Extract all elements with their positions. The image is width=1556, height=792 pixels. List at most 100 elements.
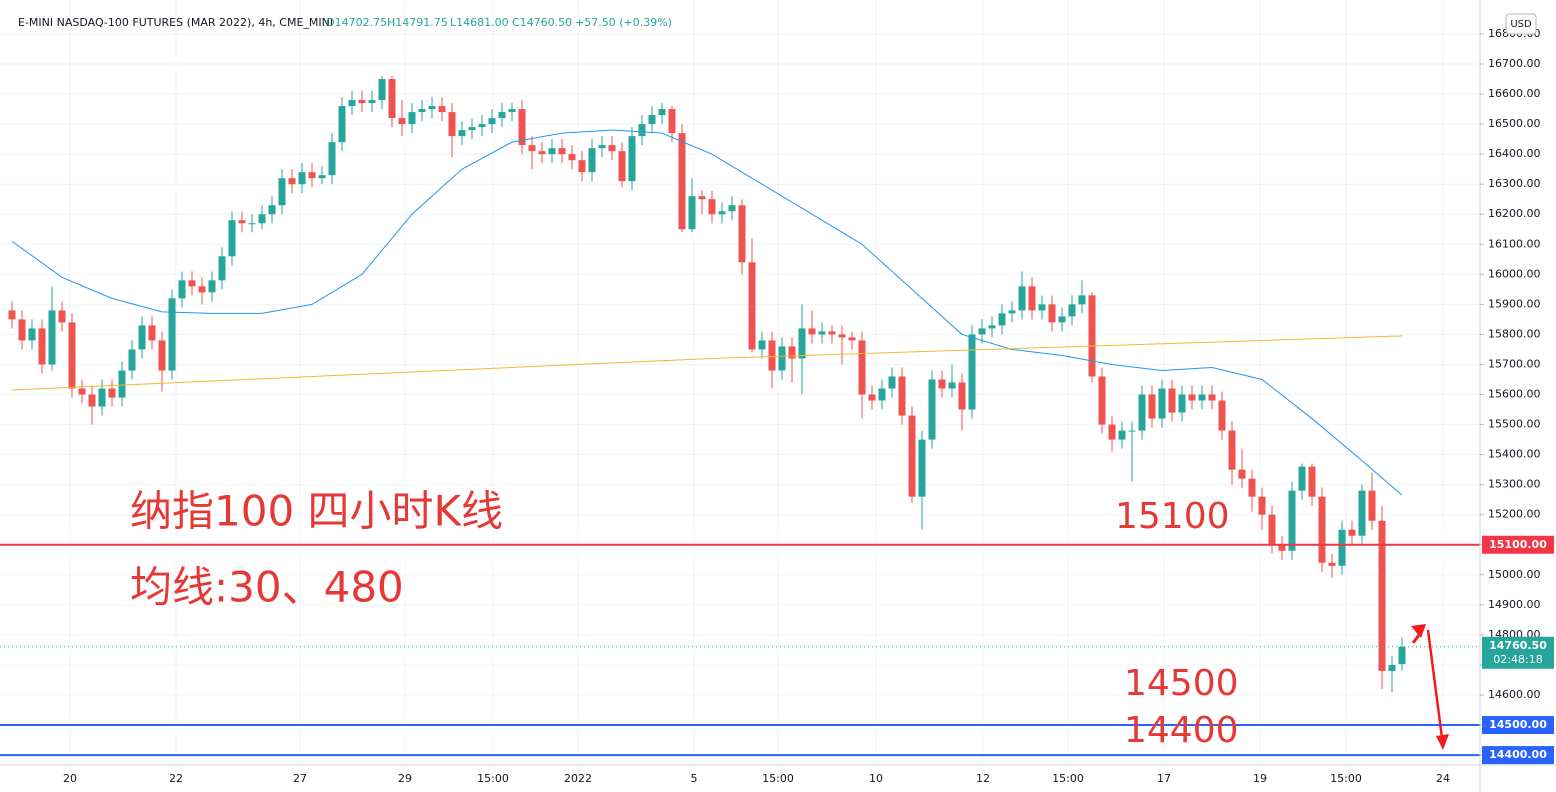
ohlc-change: +57.50 (+0.39%) — [575, 16, 672, 29]
candle-body — [538, 151, 546, 155]
axes: 14400.0014500.0014600.0014700.0014800.00… — [63, 27, 1554, 785]
candle-body — [748, 262, 756, 350]
candle-body — [1168, 388, 1176, 413]
candle-body — [1148, 394, 1156, 419]
candle-body — [1128, 430, 1136, 432]
candle-body — [18, 319, 26, 341]
x-tick-label: 15:00 — [1052, 772, 1084, 785]
candle-body — [1258, 496, 1266, 515]
candle-body — [1138, 394, 1146, 431]
price-level-tag — [1482, 535, 1554, 554]
last-price-tag — [1482, 636, 1554, 669]
candle-body — [638, 124, 646, 137]
candle-body — [1228, 430, 1236, 470]
y-tick-label: 14900.00 — [1488, 598, 1541, 611]
ohlc-close: C14760.50 — [512, 16, 572, 29]
y-tick-label: 15800.00 — [1488, 327, 1541, 340]
candle-body — [688, 196, 696, 230]
candle-body — [78, 388, 86, 395]
price-level-tag-text: 14400.00 — [1489, 748, 1547, 761]
candle-body — [928, 379, 936, 440]
candle-body — [548, 148, 556, 155]
y-tick-label: 16000.00 — [1488, 267, 1541, 280]
candle-body — [428, 106, 436, 110]
candle-body — [468, 127, 476, 131]
candle-body — [998, 313, 1006, 326]
candle-body — [248, 223, 256, 225]
candle-body — [968, 334, 976, 410]
candle-body — [838, 334, 846, 338]
candle-body — [308, 172, 316, 179]
candle-body — [1038, 304, 1046, 311]
candle-body — [948, 382, 956, 389]
candle-body — [1068, 304, 1076, 317]
candle-body — [98, 388, 106, 407]
ohlc-open: O14702.75 — [326, 16, 387, 29]
x-tick-label: 27 — [293, 772, 307, 785]
candle-body — [508, 109, 516, 113]
candle-body — [358, 100, 366, 104]
x-tick-label: 15:00 — [762, 772, 794, 785]
candle-body — [678, 133, 686, 230]
y-tick-label: 16700.00 — [1488, 57, 1541, 70]
annotation-ma: 均线:30、480 — [130, 563, 404, 612]
candle-body — [28, 328, 36, 341]
candle-body — [1118, 430, 1126, 440]
x-tick-label: 12 — [976, 772, 990, 785]
candle-body — [578, 160, 586, 173]
candle-body — [1188, 394, 1196, 401]
countdown-text: 02:48:18 — [1493, 653, 1542, 666]
candle-body — [1248, 478, 1256, 497]
candle-body — [188, 280, 196, 287]
candle-body — [1088, 295, 1096, 377]
candle-body — [898, 376, 906, 416]
candle-body — [158, 340, 166, 371]
candle-body — [118, 370, 126, 398]
candle-body — [988, 325, 996, 329]
x-tick-label: 22 — [169, 772, 183, 785]
candle-body — [138, 325, 146, 350]
candle-body — [648, 115, 656, 125]
candle-body — [558, 148, 566, 155]
y-tick-label: 15900.00 — [1488, 297, 1541, 310]
candle-body — [1108, 424, 1116, 440]
currency-box[interactable] — [1505, 13, 1537, 35]
moving-average — [11, 129, 1403, 496]
candle-body — [1388, 664, 1396, 671]
candle-body — [1158, 388, 1166, 419]
candle-body — [238, 220, 246, 224]
candle-body — [408, 112, 416, 125]
candle-body — [708, 199, 716, 215]
candle-body — [458, 130, 466, 137]
y-tick-label: 15500.00 — [1488, 418, 1541, 431]
candle-body — [768, 340, 776, 371]
candle-body — [278, 178, 286, 206]
candle-body — [728, 205, 736, 212]
candle-body — [1398, 646, 1406, 665]
candle-body — [1318, 496, 1326, 563]
candle-body — [228, 220, 236, 257]
currency: USD — [1510, 19, 1532, 30]
candle-body — [698, 196, 706, 200]
candle-body — [1208, 394, 1216, 401]
candle-body — [628, 136, 636, 182]
y-tick-label: 15000.00 — [1488, 568, 1541, 581]
candle-body — [718, 211, 726, 215]
y-tick-label: 16200.00 — [1488, 207, 1541, 220]
candle-body — [738, 205, 746, 263]
candle-body — [788, 346, 796, 359]
candle-body — [668, 109, 676, 134]
price-level-tag-text: 14500.00 — [1489, 718, 1547, 731]
candle-body — [918, 439, 926, 497]
candle-body — [858, 340, 866, 395]
arrow-up-head — [1411, 624, 1426, 638]
candle-body — [368, 100, 376, 104]
candle-body — [268, 205, 276, 215]
ohlc-low: L14681.00 — [450, 16, 509, 29]
candle-body — [1338, 529, 1346, 566]
price-level-tag — [1482, 746, 1554, 765]
candle-body — [978, 328, 986, 335]
candle-body — [1078, 295, 1086, 305]
